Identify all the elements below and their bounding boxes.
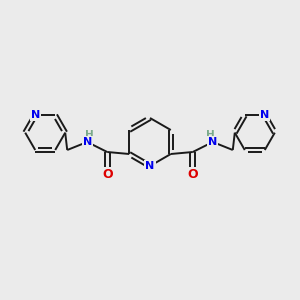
Text: N: N (146, 161, 154, 171)
Text: O: O (188, 167, 198, 181)
Text: H: H (206, 130, 215, 140)
Text: N: N (260, 110, 269, 120)
Text: H: H (85, 130, 94, 140)
Text: N: N (31, 110, 40, 120)
Text: O: O (102, 167, 112, 181)
Text: N: N (208, 137, 218, 147)
Text: N: N (82, 137, 92, 147)
